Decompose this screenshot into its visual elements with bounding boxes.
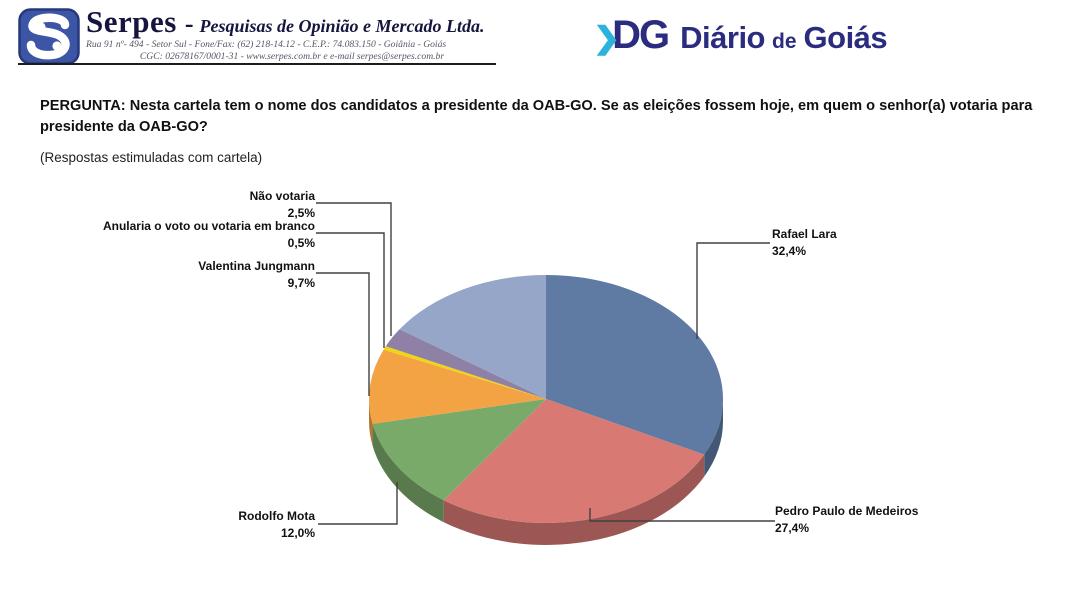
leader-line-pedro	[589, 508, 775, 522]
pie-label-value: 9,7%	[287, 276, 315, 290]
pie-rim-rodolfo-mota	[372, 423, 444, 523]
serpes-name: Serpes	[86, 4, 177, 39]
pie-label-pedro: Pedro Paulo de Medeiros 27,4%	[775, 504, 918, 536]
leader-line-rodolfo	[318, 482, 398, 525]
pie-label-name: Rodolfo Mota	[238, 509, 315, 523]
pie-label-rafael: Rafael Lara 32,4%	[772, 227, 837, 259]
pie-label-value: 12,0%	[280, 526, 315, 540]
pie-label-nao-votaria: Não votaria 2,5%	[250, 189, 315, 221]
pie-label-name: Rafael Lara	[772, 227, 837, 241]
dg-title-goias: Goiás	[803, 20, 888, 55]
pie-label-anularia: Anularia o voto ou votaria em branco 0,5…	[103, 219, 315, 251]
pie-label-value: 32,4%	[772, 244, 807, 258]
serpes-address-line2: CGC: 02678167/0001-31 - www.serpes.com.b…	[139, 51, 445, 62]
pie-label-name: Pedro Paulo de Medeiros	[775, 504, 919, 518]
pie-slice-rodolfo-mota[interactable]	[372, 399, 546, 501]
pie-label-valentina: Valentina Jungmann 9,7%	[198, 259, 315, 291]
pie-label-rodolfo: Rodolfo Mota 12,0%	[238, 509, 315, 541]
survey-question: PERGUNTA: Nesta cartela tem o nome dos c…	[40, 98, 1033, 135]
pie-label-name: Não votaria	[249, 189, 315, 203]
serpes-address: Rua 91 nº- 494 - Setor Sul - Fone/Fax: (…	[86, 39, 498, 63]
dg-chevron-icon: ❯	[592, 22, 621, 55]
pie-slice-sem-rotulo[interactable]	[399, 275, 546, 399]
dg-monogram: DG	[612, 13, 670, 57]
pie-label-value: 0,5%	[287, 236, 315, 250]
pie-label-name: Valentina Jungmann	[198, 259, 315, 273]
leader-line-nao-votaria	[316, 202, 392, 336]
pie-rim-valentina-jungmann	[369, 399, 373, 446]
pie-rim-pedro-paulo	[443, 454, 705, 545]
pie-slice-valentina-jungmann[interactable]	[369, 349, 546, 424]
pie-label-value: 2,5%	[287, 206, 315, 220]
diario-de-goias-logo: ❯ DG Diário de Goiás	[592, 13, 888, 58]
leader-line-anularia	[316, 232, 385, 348]
serpes-address-line1: Rua 91 nº- 494 - Setor Sul - Fone/Fax: (…	[86, 39, 447, 50]
serpes-logo-icon	[18, 8, 80, 65]
pie-slice-nao-votaria[interactable]	[385, 329, 546, 399]
pie-slice-rafael-lara[interactable]	[546, 275, 723, 455]
leader-line-valentina	[316, 272, 370, 396]
dg-title-de: de	[772, 30, 797, 53]
serpes-dash: -	[184, 9, 194, 38]
pie-slice-anularia-branco[interactable]	[383, 346, 546, 399]
pie-label-value: 27,4%	[775, 521, 810, 535]
serpes-wordmark: Serpes - Pesquisas de Opinião e Mercado Lt…	[86, 4, 485, 40]
header-divider	[18, 63, 496, 65]
leader-line-rafael	[696, 242, 770, 339]
pie-rim-rafael-lara	[704, 399, 723, 477]
dg-title-diario: Diário	[680, 20, 765, 55]
pie-label-name: Anularia o voto ou votaria em branco	[102, 219, 315, 233]
pie-slice-pedro-paulo[interactable]	[443, 399, 705, 523]
survey-question-note: (Respostas estimuladas com cartela)	[40, 150, 263, 165]
serpes-tagline: Pesquisas de Opinião e Mercado Ltda.	[199, 16, 485, 36]
